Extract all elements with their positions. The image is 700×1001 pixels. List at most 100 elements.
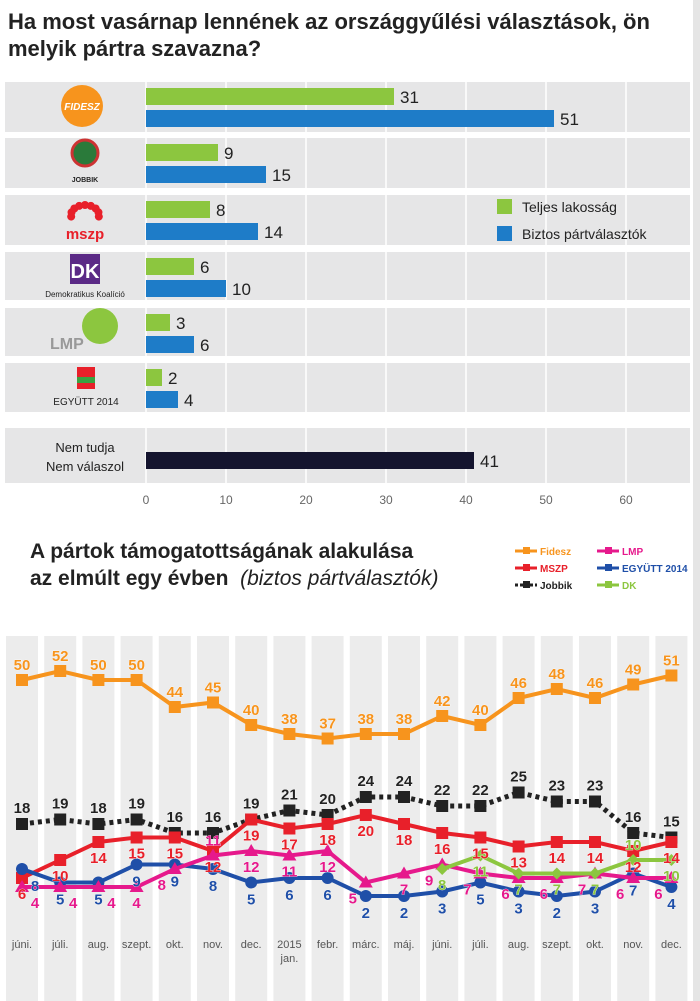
month-column xyxy=(655,636,688,1001)
data-label: 40 xyxy=(472,702,489,719)
bar-value-label: 6 xyxy=(200,258,209,277)
data-point xyxy=(474,849,487,862)
mszp-logo-text: mszp xyxy=(66,226,104,243)
mszp-flower-petal xyxy=(81,201,89,209)
data-point xyxy=(16,863,28,875)
data-label: 8 xyxy=(209,878,217,895)
data-point xyxy=(16,818,28,830)
data-point xyxy=(474,831,487,844)
data-point xyxy=(321,872,334,884)
data-point xyxy=(397,866,411,879)
data-label: 4 xyxy=(132,895,141,912)
bar-chart: 0 10 20 30 40 50 60 FIDESZ JOBBIK mszp DK Demokrati… xyxy=(5,82,690,507)
bar-teljes xyxy=(146,258,194,275)
x-tick-label: nov. xyxy=(203,939,223,951)
legend-marker xyxy=(523,564,530,571)
month-column xyxy=(426,636,459,1001)
legend-label: Biztos pártválasztók xyxy=(522,226,647,242)
legend-label: DK xyxy=(622,581,637,592)
data-label: 14 xyxy=(587,850,604,867)
data-point xyxy=(398,818,410,830)
line-title-1: A pártok támogatottságának alakulása xyxy=(30,540,414,563)
data-label: 10 xyxy=(663,868,680,885)
fidesz-logo xyxy=(61,85,103,127)
x-tick-label: 50 xyxy=(539,493,553,507)
x-tick-label: 2015 xyxy=(277,939,301,951)
month-column xyxy=(464,636,497,1001)
month-column xyxy=(617,636,650,1001)
data-label: 13 xyxy=(510,855,527,872)
bar-value-label: 14 xyxy=(264,223,283,242)
data-label: 16 xyxy=(434,841,451,858)
data-point xyxy=(359,809,372,821)
legend-label: EGYÜTT 2014 xyxy=(622,562,688,575)
bar-teljes xyxy=(146,201,210,218)
data-label: 6 xyxy=(323,887,331,904)
data-label: 19 xyxy=(243,796,260,813)
data-label: 3 xyxy=(591,901,599,918)
data-label: 3 xyxy=(438,901,446,918)
data-label: 23 xyxy=(548,778,565,795)
scrollbar-strip xyxy=(693,0,700,1001)
data-point xyxy=(627,845,640,857)
data-point xyxy=(91,880,106,892)
data-label: 11 xyxy=(205,833,221,850)
x-tick-label: nov. xyxy=(623,939,643,951)
x-tick-label: júni. xyxy=(11,939,32,951)
category-label: Nem tudja xyxy=(55,440,115,455)
data-label: 20 xyxy=(357,823,374,840)
data-point xyxy=(92,836,105,848)
line-chart-title: A pártok támogatottságának alakulása az … xyxy=(30,538,508,592)
data-label: 18 xyxy=(319,832,336,849)
data-label: 8 xyxy=(31,878,39,895)
x-tick-label: szept. xyxy=(542,939,571,951)
data-point xyxy=(321,732,334,745)
data-point xyxy=(664,871,679,883)
bar-value-label: 2 xyxy=(168,369,177,388)
data-point xyxy=(398,890,410,902)
legend-marker xyxy=(605,547,612,554)
data-point xyxy=(92,818,105,830)
data-label: 14 xyxy=(90,850,107,867)
data-point xyxy=(16,872,28,884)
bar-biztos xyxy=(146,166,266,183)
data-point xyxy=(207,696,219,709)
data-label: 21 xyxy=(281,787,298,804)
data-label: 16 xyxy=(205,809,222,826)
month-column xyxy=(273,636,306,1001)
data-point xyxy=(207,863,219,875)
x-tick-label: máj. xyxy=(394,939,415,951)
x-tick-label: 20 xyxy=(299,493,313,507)
data-point xyxy=(207,827,219,839)
data-point xyxy=(627,678,640,691)
data-label: 18 xyxy=(14,800,31,817)
bar-teljes xyxy=(146,369,162,386)
egyutt-logo-text: EGYÜTT 2014 xyxy=(53,396,119,408)
data-label: 20 xyxy=(319,791,336,808)
data-point xyxy=(512,885,525,898)
x-tick-label: 0 xyxy=(143,493,150,507)
data-label: 25 xyxy=(510,769,527,786)
data-point xyxy=(245,813,258,826)
data-label: 23 xyxy=(587,778,604,795)
x-tick-label: febr. xyxy=(317,939,338,951)
data-point xyxy=(54,813,67,826)
x-tick-label: 30 xyxy=(379,493,393,507)
data-point xyxy=(550,683,563,695)
data-point xyxy=(398,728,410,740)
data-label: 42 xyxy=(434,693,451,710)
data-label: 46 xyxy=(510,675,527,692)
data-label: 38 xyxy=(281,711,298,728)
data-label: 9 xyxy=(425,873,433,890)
data-label: 4 xyxy=(107,895,116,912)
legend-marker xyxy=(605,564,612,571)
x-tick-label: dec. xyxy=(661,939,682,951)
row-background xyxy=(5,195,690,245)
x-tick-label: jan. xyxy=(280,953,299,965)
data-label: 18 xyxy=(396,832,413,849)
data-label: 7 xyxy=(629,883,637,900)
bar-value-label: 51 xyxy=(560,110,579,129)
bar-value-label: 4 xyxy=(184,391,193,410)
data-label: 6 xyxy=(501,886,509,903)
data-label: 6 xyxy=(654,886,662,903)
